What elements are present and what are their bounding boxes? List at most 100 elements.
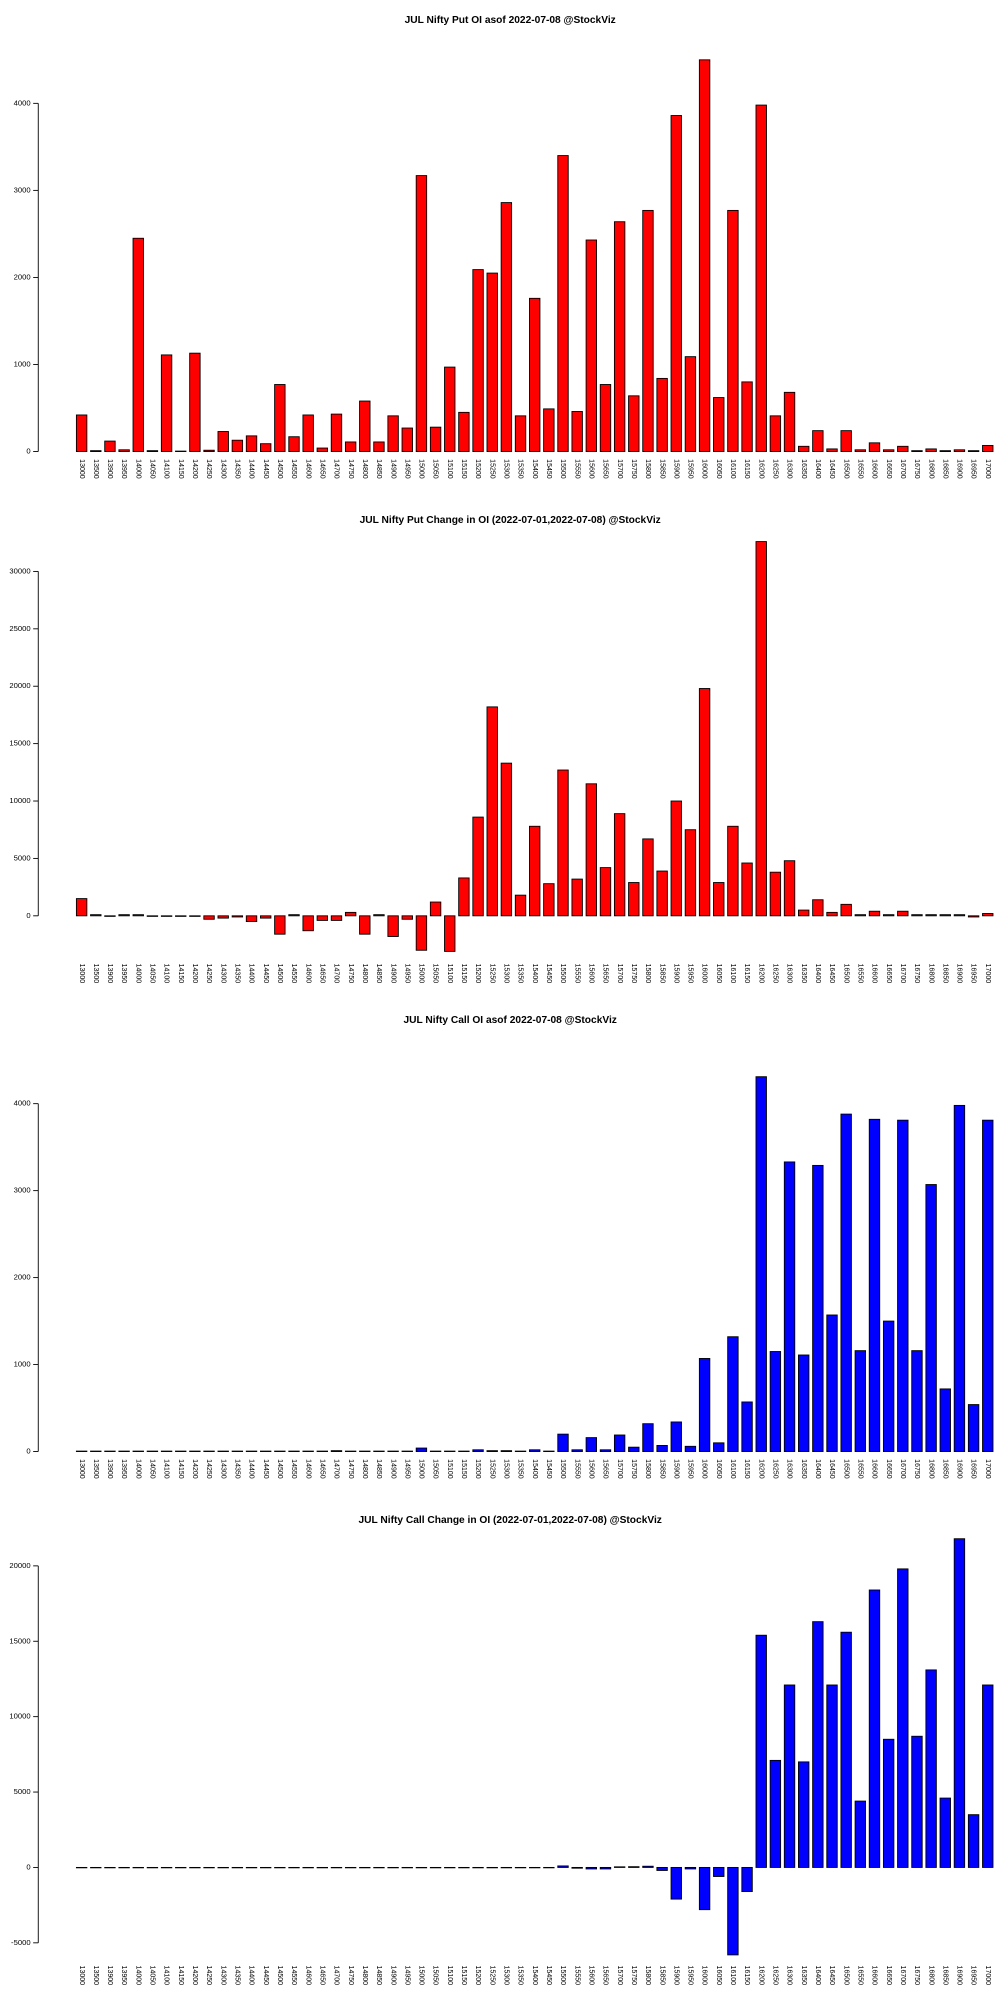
x-tick-label: 15100 — [446, 964, 453, 984]
x-tick-label: 14000 — [134, 1459, 141, 1479]
x-tick-label: 15200 — [474, 1459, 481, 1479]
x-tick-label: 15300 — [503, 459, 510, 479]
bar — [274, 384, 286, 452]
x-tick-label: 16800 — [927, 459, 934, 479]
x-tick-label: 16600 — [871, 964, 878, 984]
x-tick-label: 14050 — [149, 1966, 156, 1986]
x-tick-label: 13000 — [78, 964, 85, 984]
chart-title: JUL Nifty Put OI asof 2022-07-08 @StockV… — [405, 15, 616, 26]
x-tick-label: 14950 — [403, 459, 410, 479]
bar — [840, 1631, 852, 1868]
x-tick-label: 14100 — [163, 459, 170, 479]
bar — [175, 915, 187, 917]
x-tick-label: 13900 — [106, 1966, 113, 1986]
bar — [670, 1421, 682, 1452]
bar — [613, 1866, 626, 1868]
bar — [911, 914, 923, 917]
x-tick-label: 16350 — [800, 1966, 807, 1986]
bar — [529, 1449, 541, 1452]
bar — [486, 706, 498, 917]
bar — [75, 898, 88, 917]
bar — [274, 915, 286, 935]
x-tick-label: 14700 — [333, 459, 340, 479]
bar — [514, 415, 527, 452]
y-tick-label: 3000 — [14, 185, 31, 194]
x-tick-label: 15150 — [460, 1459, 467, 1479]
bar — [628, 1446, 640, 1452]
bar — [231, 915, 244, 918]
x-tick-label: 15700 — [616, 1966, 623, 1986]
x-tick-label: 16000 — [701, 1459, 708, 1479]
bar — [585, 1866, 598, 1870]
bar — [670, 800, 682, 917]
x-tick-label: 15000 — [418, 964, 425, 984]
bar — [628, 1866, 640, 1868]
bar — [670, 1866, 682, 1900]
x-tick-label: 14050 — [149, 1459, 156, 1479]
x-tick-label: 14350 — [234, 459, 241, 479]
x-tick-label: 15050 — [432, 459, 439, 479]
bar — [260, 443, 272, 452]
x-tick-label: 16200 — [757, 1459, 764, 1479]
x-tick-label: 14850 — [375, 1459, 382, 1479]
x-tick-label: 14250 — [205, 964, 212, 984]
bar — [769, 415, 782, 452]
chart-title: JUL Nifty Call Change in OI (2022-07-01,… — [358, 1515, 661, 1526]
x-tick-label: 15050 — [432, 1966, 439, 1986]
x-tick-label: 14400 — [248, 964, 255, 984]
x-tick-label: 16850 — [941, 1459, 948, 1479]
bar — [415, 175, 428, 452]
x-tick-label: 16600 — [871, 1459, 878, 1479]
bar — [104, 440, 116, 452]
bar — [897, 1568, 909, 1868]
x-tick-label: 15550 — [573, 1966, 580, 1986]
x-tick-label: 15000 — [418, 1459, 425, 1479]
x-tick-label: 15150 — [460, 964, 467, 984]
x-tick-label: 16050 — [715, 459, 722, 479]
x-tick-label: 15500 — [559, 459, 566, 479]
bar — [982, 1119, 994, 1452]
x-tick-label: 16750 — [913, 964, 920, 984]
x-tick-label: 15850 — [658, 1459, 665, 1479]
x-tick-label: 15950 — [687, 1459, 694, 1479]
bar — [925, 1669, 937, 1868]
bar — [189, 915, 201, 917]
y-tick-label: -5000 — [11, 1938, 31, 1947]
x-tick-label: 14600 — [304, 459, 311, 479]
x-tick-label: 14800 — [361, 1966, 368, 1986]
bar — [500, 762, 513, 917]
bar — [132, 914, 144, 917]
x-tick-label: 16800 — [927, 964, 934, 984]
x-tick-label: 15250 — [488, 1459, 495, 1479]
bar — [543, 883, 555, 917]
x-tick-label: 16550 — [856, 964, 863, 984]
bar — [415, 1447, 428, 1452]
bar — [628, 882, 640, 917]
bar — [444, 915, 456, 952]
x-tick-label: 15400 — [531, 1966, 538, 1986]
x-tick-label: 15600 — [587, 964, 594, 984]
x-tick-label: 15450 — [545, 1459, 552, 1479]
y-tick-label: 30000 — [9, 566, 30, 575]
x-tick-label: 16750 — [913, 459, 920, 479]
bar — [741, 1401, 753, 1452]
bar — [812, 1164, 824, 1452]
bar — [217, 431, 229, 452]
x-tick-label: 16700 — [899, 1966, 906, 1986]
x-tick-label: 14600 — [304, 1966, 311, 1986]
x-tick-label: 16200 — [757, 964, 764, 984]
bar — [684, 356, 697, 452]
x-tick-label: 15550 — [573, 1459, 580, 1479]
bar — [330, 1450, 343, 1452]
bar — [500, 1450, 513, 1452]
bar — [783, 1684, 796, 1868]
bar — [571, 1449, 583, 1452]
x-tick-label: 14050 — [149, 459, 156, 479]
x-tick-label: 14350 — [234, 1459, 241, 1479]
x-tick-label: 15400 — [531, 459, 538, 479]
bar — [529, 825, 541, 917]
bar — [359, 915, 371, 935]
x-tick-label: 16500 — [842, 1966, 849, 1986]
bar — [599, 867, 612, 917]
bar — [854, 449, 867, 452]
